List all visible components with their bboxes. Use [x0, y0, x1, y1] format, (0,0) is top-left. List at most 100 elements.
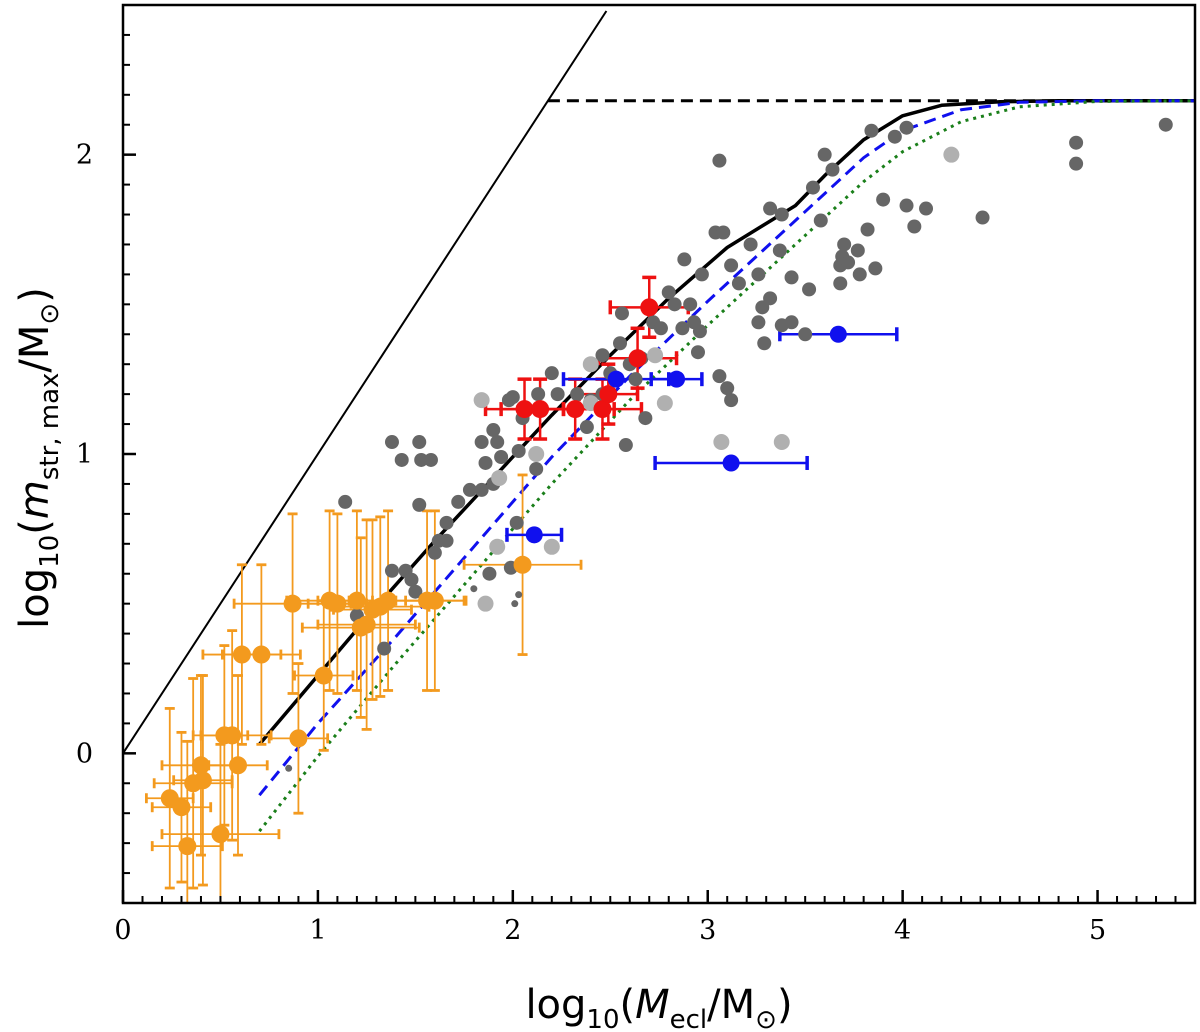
point-darkgray-45 [763, 291, 778, 306]
curve-2 [258, 99, 1195, 746]
point-darkgray-20 [544, 366, 559, 381]
plot-frame [121, 3, 1197, 905]
point-red-1 [531, 400, 550, 419]
point-darkgray-79 [529, 461, 544, 476]
point-orange-22 [379, 591, 398, 610]
point-darkgray-67 [899, 198, 914, 213]
point-darkgray-9 [439, 515, 454, 530]
point-lightgray-12 [477, 595, 494, 612]
point-darkgray-89 [474, 482, 489, 497]
point-lightgray-11 [543, 538, 560, 555]
y-tick-label: 2 [76, 140, 93, 171]
point-lightgray-5 [582, 356, 599, 373]
point-darkgray-53 [825, 162, 840, 177]
point-darkgray-4 [412, 435, 427, 450]
point-red-2 [566, 400, 585, 419]
point-darkgray-27 [628, 372, 643, 387]
point-orange-19 [357, 615, 376, 634]
point-orange-5 [193, 771, 212, 790]
point-orange-11 [252, 645, 271, 664]
point-darkgray-31 [661, 285, 676, 300]
point-lightgray-8 [713, 434, 730, 451]
point-darkgray-50 [802, 282, 817, 297]
point-darkgray-84 [724, 393, 739, 408]
point-darkgray-42 [743, 237, 758, 252]
point-darkgray-70 [975, 210, 990, 225]
point-darkgray-21 [550, 387, 565, 402]
x-tick-label: 0 [114, 915, 131, 946]
point-darkgray-102 [595, 348, 610, 363]
point-darkgray-85 [618, 438, 633, 453]
point-darkgray-106 [482, 566, 497, 581]
point-darkgray-100 [772, 243, 787, 258]
point-darkgray-49 [798, 327, 813, 342]
point-darkgray-10 [451, 494, 466, 509]
point-red-5 [628, 349, 647, 368]
point-darkgray-57 [837, 237, 852, 252]
point-lightgray-7 [656, 395, 673, 412]
point-orange-9 [228, 756, 247, 775]
curve-0 [123, 10, 608, 754]
point-darkgray-78 [509, 515, 524, 530]
model-curves [123, 10, 1195, 833]
point-orange-25 [513, 555, 532, 574]
point-darkgray-87 [408, 584, 423, 599]
point-orange-6 [211, 825, 230, 844]
point-red-4 [599, 385, 618, 404]
point-darkgray-96 [377, 641, 392, 656]
point-darkgray-61 [860, 222, 875, 237]
point-darkgray-41 [731, 276, 746, 291]
point-darkgray-101 [675, 321, 690, 336]
point-darkgray-40 [724, 258, 739, 273]
point-darkgray-97 [613, 336, 628, 351]
point-darkgray-32 [667, 297, 682, 312]
point-darkgray-small-1 [515, 591, 523, 599]
point-darkgray-98 [614, 306, 629, 321]
point-lightgray-6 [647, 347, 664, 364]
point-orange-12 [283, 594, 302, 613]
point-darkgray-5 [423, 452, 438, 467]
point-darkgray-52 [817, 147, 832, 162]
point-darkgray-3 [414, 452, 429, 467]
point-darkgray-22 [570, 387, 585, 402]
point-orange-16 [328, 594, 347, 613]
point-darkgray-small-0 [511, 600, 519, 608]
point-red-3 [593, 400, 612, 419]
point-blue-2 [668, 370, 686, 388]
point-red-6 [640, 298, 659, 317]
point-darkgray-99 [692, 324, 707, 339]
point-orange-2 [178, 837, 197, 856]
point-darkgray-36 [677, 252, 692, 267]
point-darkgray-69 [919, 201, 934, 216]
data-points [160, 117, 1173, 856]
point-darkgray-64 [876, 192, 891, 207]
point-darkgray-35 [690, 345, 705, 360]
point-darkgray-105 [579, 420, 594, 435]
x-tick-label: 2 [504, 915, 521, 946]
point-darkgray-37 [694, 267, 709, 282]
point-darkgray-81 [751, 315, 766, 330]
point-orange-13 [289, 729, 308, 748]
point-darkgray-58 [841, 255, 856, 270]
point-darkgray-75 [763, 201, 778, 216]
point-orange-10 [232, 645, 251, 664]
point-darkgray-48 [784, 270, 799, 285]
point-lightgray-2 [489, 538, 506, 555]
point-darkgray-83 [712, 369, 727, 384]
point-darkgray-17 [505, 390, 520, 405]
point-darkgray-86 [384, 563, 399, 578]
point-darkgray-19 [531, 387, 546, 402]
point-orange-24 [425, 591, 444, 610]
point-orange-1 [172, 798, 191, 817]
point-darkgray-93 [412, 497, 427, 512]
point-lightgray-9 [773, 434, 790, 451]
point-orange-4 [191, 756, 210, 775]
point-darkgray-11 [462, 482, 477, 497]
point-darkgray-12 [474, 435, 489, 450]
point-orange-14 [314, 666, 333, 685]
y-tick-label: 0 [76, 738, 93, 769]
curve-3 [258, 99, 1195, 797]
point-orange-8 [223, 726, 242, 745]
point-blue-4 [829, 325, 847, 343]
